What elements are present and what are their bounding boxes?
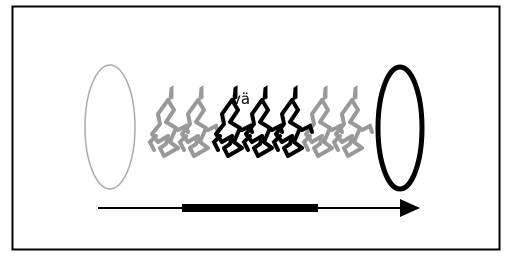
highlight-bar (182, 204, 318, 212)
runners-black (214, 86, 312, 156)
diagram: vä (0, 0, 505, 256)
runner (180, 86, 218, 156)
runners-gray-right (304, 86, 372, 156)
end-ring (378, 67, 422, 189)
start-ring (85, 65, 135, 189)
runners-gray-left (150, 86, 218, 156)
runner (334, 86, 372, 156)
page: vä (() => { const data = JSON.parse(docu… (0, 0, 505, 256)
arrow-head (400, 199, 420, 217)
label: vä (232, 90, 250, 108)
